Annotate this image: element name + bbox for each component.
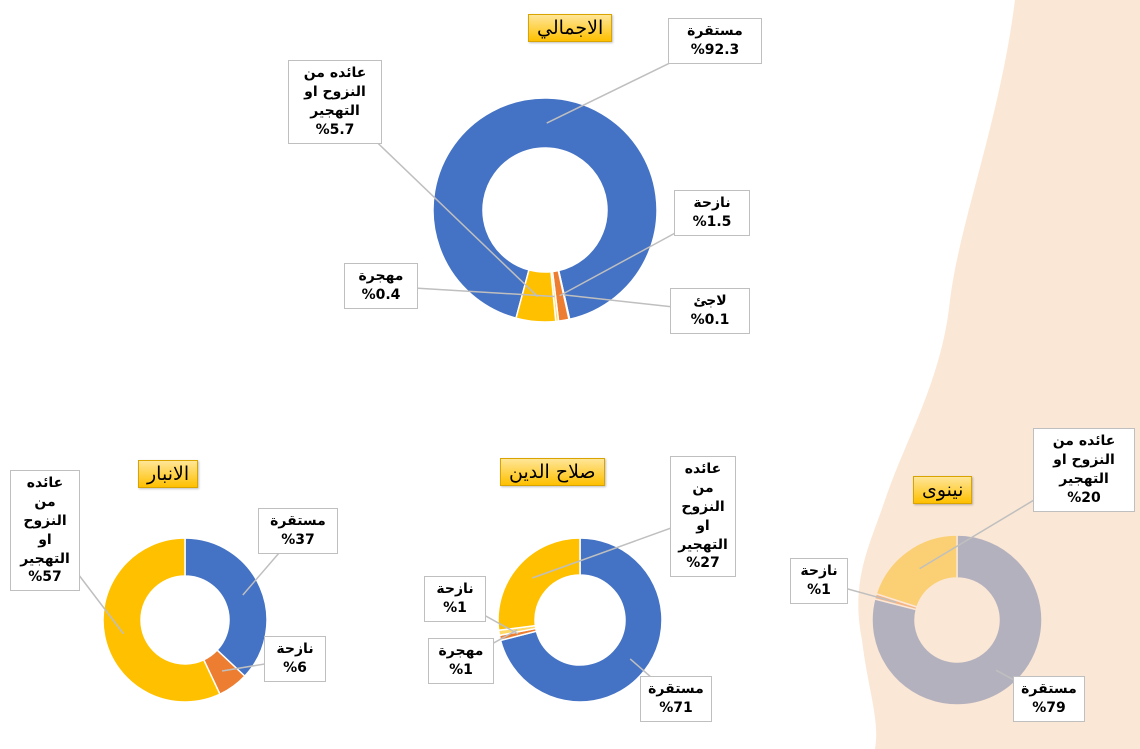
chart-title: الاجمالي	[528, 14, 612, 42]
label-value: %1	[795, 581, 843, 600]
label-value: %27	[675, 554, 731, 573]
label-category: مستقرة	[1018, 680, 1080, 699]
label-value: %0.1	[675, 311, 745, 330]
label-category: مستقرة	[645, 680, 707, 699]
chart-title: الانبار	[138, 460, 198, 488]
data-label: لاجئ%0.1	[670, 288, 750, 334]
label-value: %1	[429, 599, 481, 618]
data-label: مهجرة%0.4	[344, 263, 418, 309]
data-label: مستقرة%92.3	[668, 18, 762, 64]
label-category: عائده من النزوح او التهجير	[1038, 432, 1130, 489]
data-label: عائده من النزوح او التهجير%5.7	[288, 60, 382, 144]
label-category: لاجئ	[675, 292, 745, 311]
background-shape	[858, 0, 1140, 749]
canvas	[0, 0, 1140, 749]
label-value: %20	[1038, 489, 1130, 508]
label-value: %92.3	[673, 41, 757, 60]
label-value: %1.5	[679, 213, 745, 232]
label-value: %0.4	[349, 286, 413, 305]
data-label: نازحة%1	[790, 558, 848, 604]
label-category: نازحة	[679, 194, 745, 213]
label-category: نازحة	[429, 580, 481, 599]
label-value: %37	[263, 531, 333, 550]
donut-segment	[498, 538, 580, 630]
label-value: %79	[1018, 699, 1080, 718]
label-category: عائده من النزوح او التهجير	[293, 64, 377, 121]
label-value: %6	[269, 659, 321, 678]
data-label: عائده من النزوح او التهجير%27	[670, 456, 736, 577]
label-category: نازحة	[269, 640, 321, 659]
chart-title: صلاح الدين	[500, 458, 605, 486]
data-label: مستقرة%37	[258, 508, 338, 554]
data-label: عائده من النزوح او التهجير%57	[10, 470, 80, 591]
data-label: نازحة%1	[424, 576, 486, 622]
page: {"chart_data": [ {"type": "pie", "title"…	[0, 0, 1140, 749]
label-category: عائده من النزوح او التهجير	[15, 474, 75, 568]
label-value: %1	[433, 661, 489, 680]
donut-segment	[185, 538, 267, 676]
label-category: مستقرة	[673, 22, 757, 41]
data-label: نازحة%6	[264, 636, 326, 682]
label-category: مستقرة	[263, 512, 333, 531]
data-label: مستقرة%79	[1013, 676, 1085, 722]
label-category: مهجرة	[433, 642, 489, 661]
data-label: نازحة%1.5	[674, 190, 750, 236]
data-label: مهجرة%1	[428, 638, 494, 684]
label-value: %71	[645, 699, 707, 718]
label-category: مهجرة	[349, 267, 413, 286]
label-value: %5.7	[293, 121, 377, 140]
data-label: عائده من النزوح او التهجير%20	[1033, 428, 1135, 512]
data-label: مستقرة%71	[640, 676, 712, 722]
label-category: عائده من النزوح او التهجير	[675, 460, 731, 554]
label-value: %57	[15, 568, 75, 587]
label-category: نازحة	[795, 562, 843, 581]
chart-title: نينوى	[913, 476, 972, 504]
